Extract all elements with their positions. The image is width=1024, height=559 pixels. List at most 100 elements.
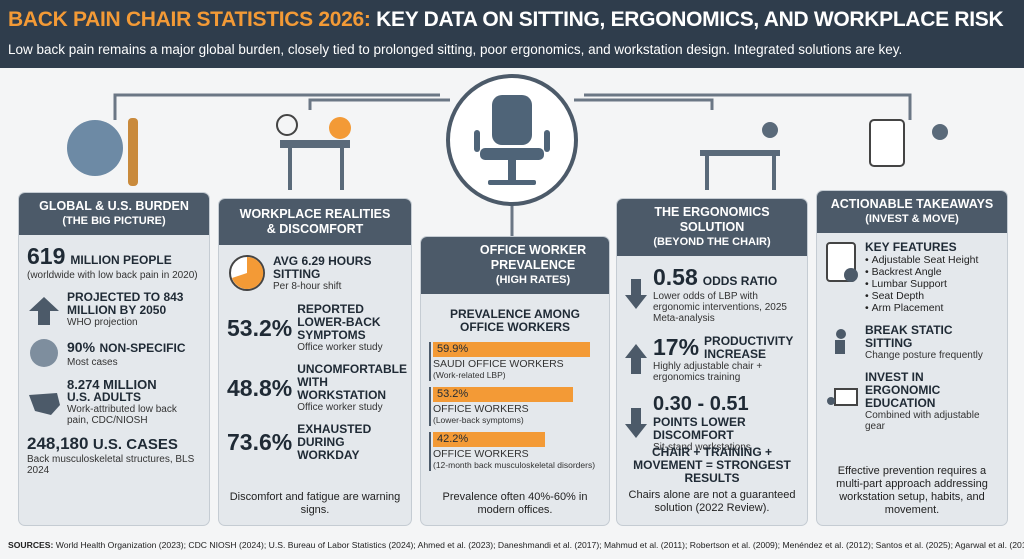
- note: Combined with adjustable gear: [865, 410, 980, 432]
- panel-footer: CHAIR + TRAINING + MOVEMENT = STRONGEST …: [625, 446, 799, 515]
- stat: 53.2%: [227, 314, 293, 341]
- panel-workplace: WORKPLACE REALITIES & DISCOMFORT AVG 6.2…: [218, 198, 412, 526]
- up-arrow: [625, 343, 647, 374]
- map-icon: [29, 393, 60, 415]
- panel-title: ACTIONABLE TAKEAWAYS: [830, 197, 994, 211]
- note: Work-attributed low back pain, CDC/NIOSH: [67, 404, 177, 426]
- stat-block: 619 MILLION PEOPLE (worldwide with low bac…: [27, 243, 201, 281]
- checklist-icon: [826, 242, 858, 282]
- bar-label: SAUDI OFFICE WORKERS: [433, 358, 564, 370]
- label: REPORTED LOWER-BACK SYMPTOMS: [297, 302, 381, 342]
- chair-icon: [474, 95, 550, 185]
- feature: Lumbar Support: [865, 278, 978, 290]
- bar-label: OFFICE WORKERS: [433, 403, 529, 415]
- panel-title: OFFICE WORKER PREVALENCE: [479, 243, 587, 272]
- panel-global: GLOBAL & U.S. BURDEN (THE BIG PICTURE) 61…: [18, 192, 210, 526]
- connector: [308, 98, 450, 110]
- clock-icon: [276, 114, 298, 136]
- title-rest: KEY DATA ON SITTING, ERGONOMICS, AND WOR…: [376, 8, 1004, 31]
- label: BREAK STATIC SITTING: [865, 323, 953, 350]
- stat: 248,180: [27, 434, 89, 453]
- standing-desk-icon: [700, 150, 780, 156]
- panel-prevalence: OFFICE WORKER PREVALENCE (HIGH RATES) PRE…: [420, 236, 610, 526]
- label: POINTS LOWER DISCOMFORT: [653, 415, 746, 442]
- panel-subtitle: (THE BIG PICTURE): [62, 215, 166, 227]
- spine-icon: [128, 118, 138, 186]
- down-arrow: [625, 408, 647, 438]
- title-highlight: BACK PAIN CHAIR STATISTICS 2026:: [8, 8, 371, 31]
- person-icon: [762, 122, 778, 138]
- stat: 0.30 - 0.51: [653, 393, 749, 415]
- feature: Seat Depth: [865, 290, 978, 302]
- stat-block: 48.8% UNCOMFORTABLE WITH WORKSTATION Offic…: [227, 363, 407, 414]
- stretch-icon: [932, 124, 948, 140]
- panel-header: THE ERGONOMICS SOLUTION (BEYOND THE CHAIR…: [617, 199, 807, 256]
- stat: 8.274 MILLION: [67, 377, 157, 392]
- note: Office worker study: [297, 342, 383, 353]
- panel-header: ACTIONABLE TAKEAWAYS (INVEST & MOVE): [817, 191, 1007, 233]
- bar-note: (Work-related LBP): [433, 370, 506, 380]
- label: KEY FEATURES: [865, 240, 957, 254]
- stat-block: 17% PRODUCTIVITY INCREASE Highly adjustabl…: [625, 334, 799, 383]
- label: AVG 6.29 HOURS SITTING: [273, 253, 372, 281]
- stat: 90%: [67, 338, 96, 355]
- label: EXHAUSTED DURING WORKDAY: [297, 422, 372, 462]
- sources: SOURCES: World Health Organization (2023…: [8, 540, 1024, 550]
- stat-block: 90% NON-SPECIFIC Most cases: [27, 338, 201, 368]
- stat-block: 0.58 ODDS RATIO Lower odds of LBP with erg…: [625, 264, 799, 324]
- label: MILLION PEOPLE: [70, 253, 172, 267]
- stat: 48.8%: [227, 374, 293, 401]
- bar-item: 42.2% OFFICE WORKERS (12-month back muscul…: [429, 432, 601, 471]
- bar: 42.2%: [433, 432, 546, 447]
- bar-list: 59.9% SAUDI OFFICE WORKERS (Work-related L…: [429, 342, 601, 471]
- stat: 0.58: [653, 264, 698, 290]
- down-arrow: [625, 279, 647, 309]
- globe-icon: [67, 120, 123, 176]
- pie-icon: [30, 339, 58, 367]
- panel-footer: Effective prevention requires a multi-pa…: [836, 465, 988, 516]
- stat-block: AVG 6.29 HOURS SITTING Per 8-hour shift: [227, 253, 403, 293]
- bar-note: (12-month back musculoskeletal disorders…: [433, 460, 596, 470]
- face-icon: [329, 117, 351, 139]
- note: WHO projection: [67, 317, 138, 328]
- feature: Adjustable Seat Height: [865, 254, 979, 266]
- panel-subtitle: (BEYOND THE CHAIR): [653, 236, 771, 248]
- feature-block: KEY FEATURESAdjustable Seat HeightBackre…: [825, 241, 999, 314]
- bar-item: 53.2% OFFICE WORKERS (Lower-back symptoms): [429, 387, 601, 426]
- label: ODDS RATIO: [702, 274, 778, 288]
- panel-subtitle: (HIGH RATES): [495, 274, 571, 286]
- stat: 73.6%: [227, 429, 293, 455]
- note: Most cases: [67, 356, 118, 368]
- note: (worldwide with low back pain in 2020): [27, 270, 198, 281]
- connector: [584, 93, 912, 120]
- note: Change posture frequently: [865, 350, 983, 361]
- panel-header: WORKPLACE REALITIES & DISCOMFORT: [219, 199, 411, 245]
- bar-item: 59.9% SAUDI OFFICE WORKERS (Work-related L…: [429, 342, 601, 381]
- arrow-icon: [29, 296, 59, 325]
- label: UNCOMFORTABLE WITH WORKSTATION: [297, 362, 407, 402]
- note: Sit-stand workstations: [653, 442, 751, 453]
- stat-block: 248,180 U.S. CASES Back musculoskeletal s…: [27, 434, 201, 476]
- stat: 619: [27, 243, 66, 269]
- title: BACK PAIN CHAIR STATISTICS 2026: KEY DAT…: [8, 8, 1004, 32]
- clock-icon: [229, 255, 265, 291]
- panel-header: GLOBAL & U.S. BURDEN (THE BIG PICTURE): [19, 193, 209, 235]
- panel-title: GLOBAL & U.S. BURDEN: [39, 199, 189, 213]
- label: PROJECTED TO 843 MILLION BY 2050: [67, 290, 184, 317]
- sitting-icon: [835, 328, 846, 354]
- stat: 17%: [653, 334, 700, 360]
- connector: [113, 93, 440, 120]
- footer-text: Chairs alone are not a guaranteed soluti…: [628, 489, 796, 514]
- note: Back musculoskeletal structures, BLS 202…: [27, 454, 195, 476]
- subtitle: Low back pain remains a major global bur…: [8, 42, 903, 57]
- label: U.S. CASES: [92, 436, 178, 453]
- bar-note: (Lower-back symptoms): [433, 415, 524, 425]
- stat-block: 0.30 - 0.51 POINTS LOWER DISCOMFORT Sit-st…: [625, 393, 799, 453]
- label: NON-SPECIFIC: [99, 340, 186, 355]
- panel-title: WORKPLACE REALITIES & DISCOMFORT: [239, 207, 391, 236]
- feature-list: Adjustable Seat HeightBackrest AngleLumb…: [865, 254, 979, 314]
- sources-text: World Health Organization (2023); CDC NI…: [55, 540, 1024, 550]
- bar: 59.9%: [433, 342, 591, 357]
